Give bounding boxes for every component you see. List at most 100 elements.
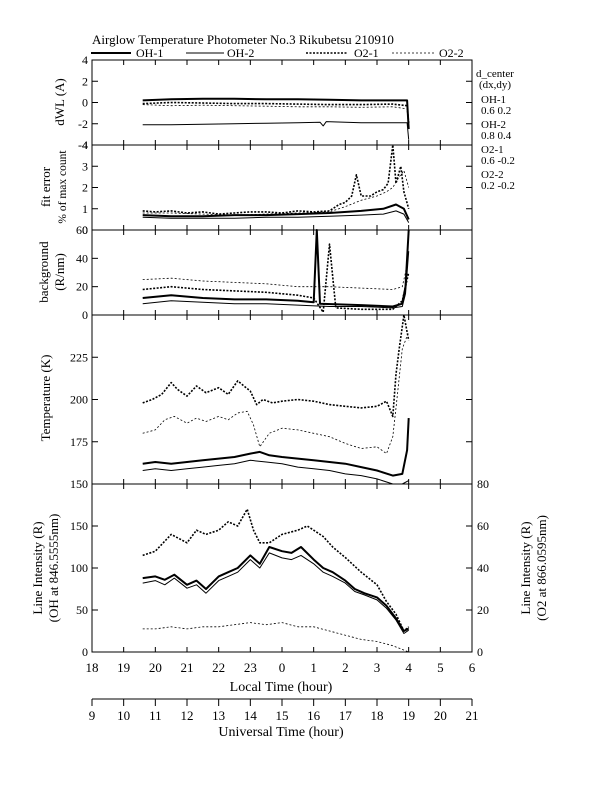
xtick-label-local: 3	[374, 660, 381, 675]
series-dWL-o22	[142, 104, 410, 122]
ylabel2-background: (R/nm)	[52, 253, 67, 291]
ytick-label-temperature: 150	[70, 477, 88, 491]
legend: OH-1 OH-2 O2-1 O2-2	[91, 46, 464, 60]
side-note: d_center (dx,dy) OH-1 0.6 0.2 OH-2 0.8 0…	[476, 68, 515, 192]
xtick-label-ut: 17	[339, 708, 353, 723]
ytick-label-background: 20	[76, 280, 88, 294]
ylabel2-fit-error: % of max count	[57, 150, 69, 224]
panel-frame-temperature	[91, 314, 473, 485]
panel-frame-background	[91, 229, 473, 316]
xlabel-local-time: Local Time (hour)	[230, 680, 333, 695]
xtick-label-ut: 18	[371, 708, 384, 723]
ytick-label-fit-error: 2	[82, 181, 88, 195]
series-background-o21	[142, 243, 410, 313]
series-lines	[142, 97, 410, 653]
side-note-name-oh1: OH-1	[481, 94, 506, 106]
series-background-oh2	[142, 251, 410, 309]
side-note-subheading: (dx,dy)	[479, 79, 511, 91]
series-fit-error-oh1	[142, 203, 410, 220]
ylabel-dwl: dWL (A)	[52, 78, 67, 126]
xtick-label-local: 18	[86, 660, 99, 675]
y2tick-label-line-intensity: 80	[477, 477, 489, 491]
xtick-label-ut: 13	[212, 708, 225, 723]
xtick-label-local: 23	[244, 660, 257, 675]
legend-label-o21: O2-1	[354, 46, 379, 60]
series-dWL-o21	[142, 101, 410, 124]
ytick-label-dWL: -2	[78, 117, 88, 131]
side-note-value-o21: 0.6 -0.2	[481, 155, 515, 167]
ytick-label-line-intensity: 150	[70, 519, 88, 533]
xtick-label-ut: 20	[434, 708, 447, 723]
ylabel-background: background	[36, 241, 51, 303]
xtick-label-local: 1	[310, 660, 317, 675]
ylabel-temperature: Temperature (K)	[38, 355, 53, 442]
series-line-intensity-o22	[142, 622, 409, 653]
y2label-intensity: Line Intensity (R)	[518, 521, 533, 614]
side-note-value-o22: 0.2 -0.2	[481, 180, 515, 192]
series-line-intensity-oh2	[142, 552, 409, 634]
series-line-intensity-o21	[142, 508, 410, 632]
ytick-label-fit-error: 4	[82, 138, 88, 152]
ytick-label-line-intensity: 0	[82, 645, 88, 659]
series-temperature-oh1	[142, 418, 410, 477]
xtick-label-ut: 21	[466, 708, 479, 723]
xtick-label-local: 0	[279, 660, 286, 675]
ylabel-intensity: Line Intensity (R)	[30, 521, 45, 614]
side-note-value-oh1: 0.6 0.2	[481, 105, 511, 117]
side-note-heading: d_center	[476, 68, 514, 80]
series-line-intensity-oh1	[142, 546, 410, 632]
legend-label-oh1: OH-1	[136, 46, 163, 60]
series-dWL-oh1	[142, 97, 410, 130]
series-temperature-oh2	[142, 459, 409, 485]
ytick-label-dWL: 2	[82, 74, 88, 88]
series-background-o22	[142, 251, 410, 290]
ytick-label-background: 40	[76, 251, 88, 265]
y2label2-intensity: (O2 at 866.0595nm)	[534, 515, 549, 621]
ytick-label-temperature: 225	[70, 350, 88, 364]
series-temperature-o22	[142, 331, 410, 454]
y2tick-label-line-intensity: 20	[477, 603, 489, 617]
xtick-label-local: 5	[437, 660, 444, 675]
xtick-label-ut: 11	[149, 708, 162, 723]
xtick-label-local: 2	[342, 660, 349, 675]
ytick-label-temperature: 175	[70, 435, 88, 449]
xtick-label-ut: 15	[276, 708, 289, 723]
xlabel-universal-time: Universal Time (hour)	[218, 725, 344, 740]
xtick-label-local: 20	[149, 660, 162, 675]
ytick-label-fit-error: 1	[82, 202, 88, 216]
xtick-label-local: 4	[405, 660, 412, 675]
series-fit-error-o21	[142, 144, 410, 215]
series-fit-error-o22	[142, 170, 410, 216]
ytick-label-fit-error: 3	[82, 159, 88, 173]
xtick-label-ut: 16	[307, 708, 321, 723]
xtick-label-ut: 9	[89, 708, 96, 723]
side-note-name-o21: O2-1	[481, 144, 504, 156]
xtick-label-ut: 12	[181, 708, 194, 723]
series-fit-error-oh2	[142, 210, 410, 223]
ytick-label-line-intensity: 100	[70, 561, 88, 575]
xtick-label-local: 22	[212, 660, 225, 675]
ytick-label-fit-error: 0	[82, 223, 88, 237]
axes: 420-2-4432106040200225200175150150100500…	[70, 53, 489, 723]
panel-frame-dWL	[91, 59, 473, 146]
side-note-name-oh2: OH-2	[481, 119, 506, 131]
panel-frame-line-intensity	[91, 483, 473, 653]
side-note-name-o22: O2-2	[481, 169, 504, 181]
xtick-label-local: 21	[181, 660, 194, 675]
side-note-value-oh2: 0.8 0.4	[481, 130, 512, 142]
y2tick-label-line-intensity: 0	[477, 645, 483, 659]
series-background-oh1	[142, 229, 410, 308]
ytick-label-dWL: -4	[78, 138, 88, 152]
legend-label-oh2: OH-2	[227, 46, 254, 60]
xtick-label-local: 19	[117, 660, 130, 675]
xtick-label-ut: 14	[244, 708, 258, 723]
y2tick-label-line-intensity: 40	[477, 561, 489, 575]
ytick-label-dWL: 0	[82, 96, 88, 110]
ytick-label-temperature: 200	[70, 393, 88, 407]
ylabel-fit-error: fit error	[38, 166, 53, 207]
xtick-label-ut: 19	[402, 708, 415, 723]
ylabel2-intensity: (OH at 846.5555nm)	[46, 514, 61, 623]
ytick-label-line-intensity: 50	[76, 603, 88, 617]
ytick-label-background: 0	[82, 308, 88, 322]
